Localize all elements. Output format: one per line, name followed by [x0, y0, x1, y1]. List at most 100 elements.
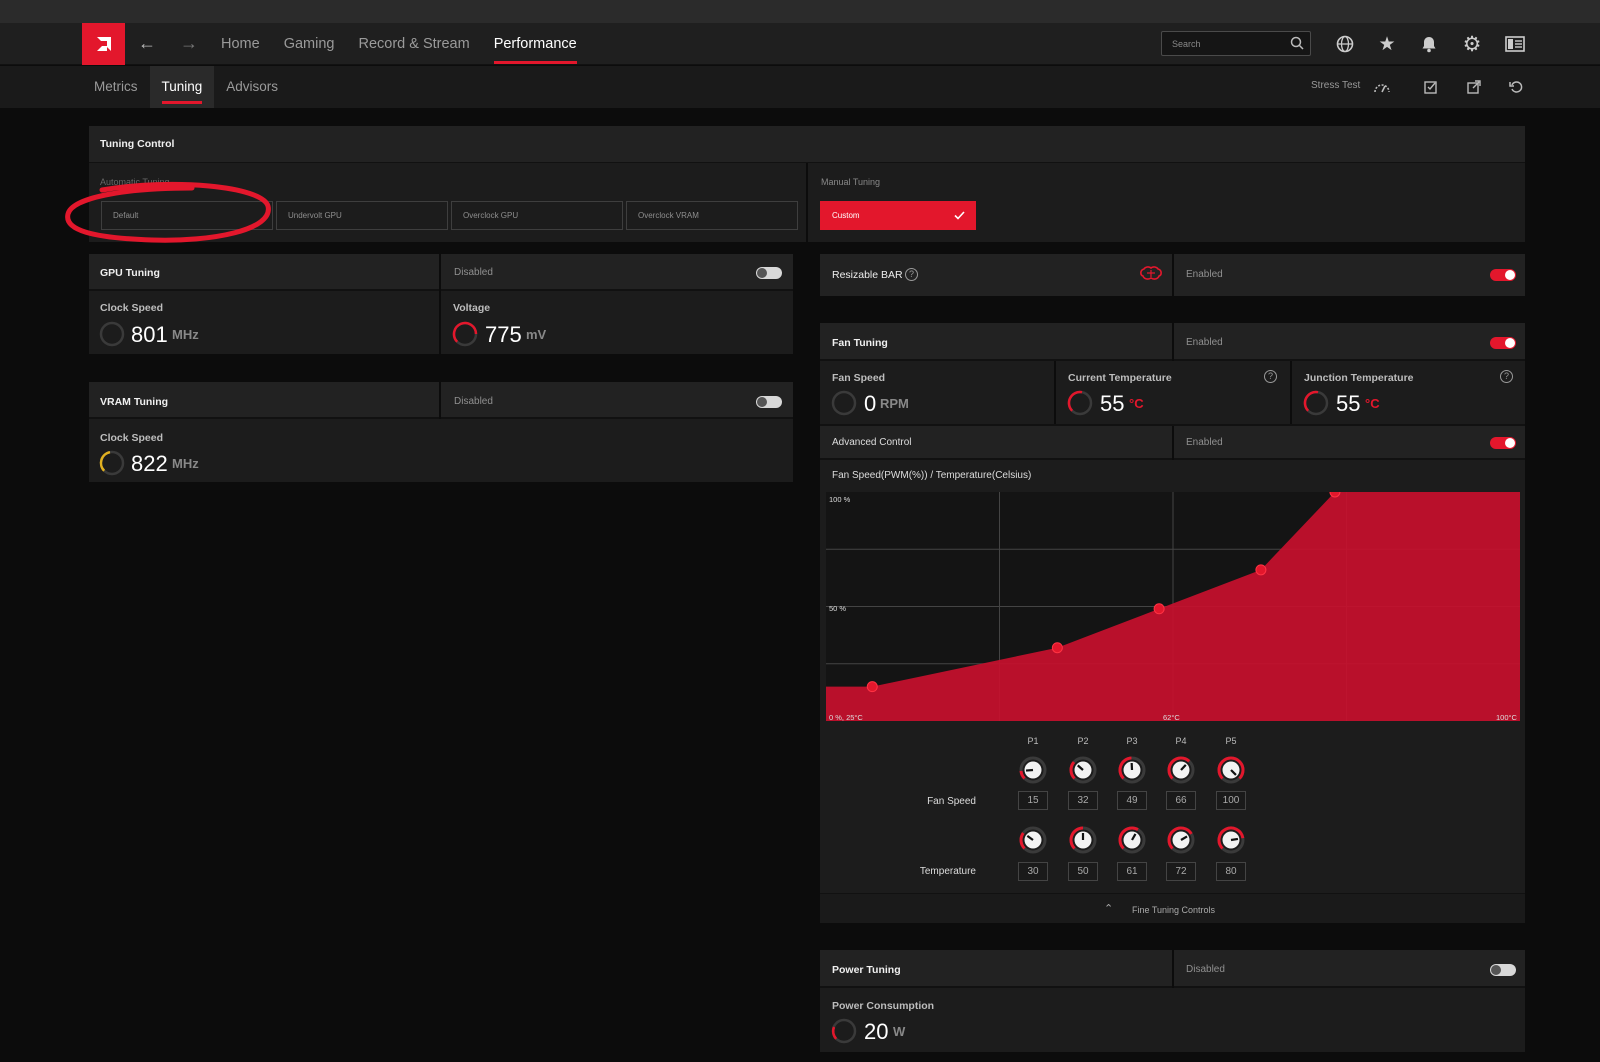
stress-test-label[interactable]: Stress Test	[1311, 80, 1361, 91]
gpu-tuning-panel	[89, 254, 793, 354]
tab-tuning[interactable]: Tuning	[149, 66, 215, 108]
divider	[1290, 361, 1292, 424]
search-input[interactable]	[1162, 32, 1282, 55]
temperature-p1-input[interactable]: 30	[1018, 862, 1048, 881]
save-profile-icon[interactable]	[1421, 77, 1441, 97]
fan-speed-knob-p1[interactable]	[1018, 755, 1048, 785]
temperature-knob-p2[interactable]	[1068, 825, 1098, 855]
gpu-tuning-title: GPU Tuning	[100, 267, 160, 279]
curve-point-p4[interactable]	[1255, 564, 1267, 576]
fan-speed-knob-p5[interactable]	[1216, 755, 1246, 785]
fan-curve-area	[826, 492, 1520, 721]
resizable-bar-status: Enabled	[1186, 269, 1223, 280]
divider	[1172, 950, 1174, 988]
y-axis-mid-label: 50 %	[829, 604, 847, 613]
globe-icon[interactable]	[1334, 33, 1356, 55]
fan-speed-p5-input[interactable]: 100	[1216, 791, 1246, 810]
overclock-vram-button[interactable]: Overclock VRAM	[626, 201, 798, 230]
nav-home[interactable]: Home	[221, 36, 260, 52]
temperature-knob-p1[interactable]	[1018, 825, 1048, 855]
fan-speed-p1-input[interactable]: 15	[1018, 791, 1048, 810]
brain-icon	[1140, 266, 1162, 280]
fan-speed-p4-input[interactable]: 66	[1166, 791, 1196, 810]
fan-speed-knob-p3[interactable]	[1117, 755, 1147, 785]
curve-point-p1[interactable]	[866, 681, 878, 693]
fine-tuning-controls-link[interactable]: Fine Tuning Controls	[1132, 905, 1216, 915]
divider	[806, 163, 808, 242]
divider	[1054, 361, 1056, 424]
gpu-clock-speed-value: 801	[131, 322, 168, 347]
divider	[1172, 254, 1174, 296]
power-tuning-toggle[interactable]	[1490, 964, 1516, 976]
fan-curve-chart[interactable]	[826, 492, 1520, 721]
voltage-gauge	[452, 321, 478, 347]
reset-icon[interactable]	[1506, 77, 1526, 97]
point-label-p3: P3	[1126, 736, 1138, 746]
gpu-tuning-toggle[interactable]	[756, 267, 782, 279]
curve-point-p5[interactable]	[1329, 492, 1341, 498]
tab-advisors[interactable]: Advisors	[226, 79, 279, 94]
resizable-bar-panel	[820, 254, 1525, 296]
gear-icon[interactable]: ⚙	[1462, 32, 1482, 56]
temperature-p4-input[interactable]: 72	[1166, 862, 1196, 881]
junction-temperature-unit: °C	[1365, 396, 1380, 411]
star-icon[interactable]: ★	[1378, 33, 1396, 55]
temperature-knob-p4[interactable]	[1166, 825, 1196, 855]
forward-arrow-icon[interactable]: →	[180, 33, 198, 53]
resizable-bar-toggle[interactable]	[1490, 269, 1516, 281]
curve-point-p2[interactable]	[1051, 642, 1063, 654]
fan-speed-unit: RPM	[880, 396, 909, 411]
voltage-value: 775	[485, 322, 522, 347]
undervolt-gpu-button[interactable]: Undervolt GPU	[276, 201, 448, 230]
fan-speed-p2-input[interactable]: 32	[1068, 791, 1098, 810]
help-icon[interactable]: ?	[905, 268, 918, 281]
default-button[interactable]: Default	[101, 201, 273, 230]
power-tuning-panel	[820, 950, 1525, 1052]
search-icon[interactable]	[1290, 36, 1304, 55]
gpu-clock-gauge	[99, 321, 125, 347]
back-arrow-icon[interactable]: ←	[138, 33, 156, 53]
temperature-row-label: Temperature	[919, 866, 976, 877]
amd-logo-icon[interactable]	[82, 23, 125, 65]
help-icon[interactable]: ?	[1500, 370, 1513, 383]
speedometer-icon[interactable]	[1372, 77, 1392, 97]
temperature-p3-input[interactable]: 61	[1117, 862, 1147, 881]
origin-label: 0 %, 25°C	[829, 713, 863, 722]
fan-speed-knob-p2[interactable]	[1068, 755, 1098, 785]
advanced-control-toggle[interactable]	[1490, 437, 1516, 449]
current-temperature-label: Current Temperature	[1068, 372, 1172, 384]
divider	[1172, 323, 1174, 361]
help-icon[interactable]: ?	[1264, 370, 1277, 383]
gpu-tuning-status: Disabled	[454, 267, 493, 278]
custom-button[interactable]: Custom	[820, 201, 976, 230]
power-consumption-unit: W	[893, 1024, 906, 1039]
temperature-p2-input[interactable]: 50	[1068, 862, 1098, 881]
manual-tuning-label: Manual Tuning	[821, 177, 881, 187]
bell-icon[interactable]	[1418, 33, 1440, 55]
panel-layout-icon[interactable]	[1504, 33, 1526, 55]
fan-speed-p3-input[interactable]: 49	[1117, 791, 1147, 810]
temperature-p5-input[interactable]: 80	[1216, 862, 1246, 881]
current-temperature-unit: °C	[1129, 396, 1144, 411]
power-tuning-title: Power Tuning	[832, 964, 901, 976]
curve-point-p3[interactable]	[1153, 603, 1165, 615]
temperature-knob-p5[interactable]	[1216, 825, 1246, 855]
nav-record-stream[interactable]: Record & Stream	[358, 36, 470, 52]
overclock-gpu-button[interactable]: Overclock GPU	[451, 201, 623, 230]
current-temperature-gauge	[1067, 390, 1093, 416]
tuning-control-title: Tuning Control	[100, 138, 175, 150]
chevron-up-icon[interactable]: ⌃	[1104, 903, 1114, 915]
search-box	[1161, 31, 1311, 56]
vram-tuning-toggle[interactable]	[756, 396, 782, 408]
fan-tuning-toggle[interactable]	[1490, 337, 1516, 349]
nav-performance[interactable]: Performance	[493, 23, 577, 65]
export-icon[interactable]	[1464, 77, 1484, 97]
sub-nav: Metrics Tuning Advisors Stress Test	[0, 66, 1600, 108]
vram-tuning-status: Disabled	[454, 396, 493, 407]
nav-gaming[interactable]: Gaming	[283, 36, 335, 52]
tab-metrics[interactable]: Metrics	[94, 79, 138, 94]
fan-speed-knob-p4[interactable]	[1166, 755, 1196, 785]
temperature-knob-p3[interactable]	[1117, 825, 1147, 855]
vram-clock-speed-unit: MHz	[172, 456, 199, 471]
current-temperature-value: 55	[1100, 391, 1125, 416]
